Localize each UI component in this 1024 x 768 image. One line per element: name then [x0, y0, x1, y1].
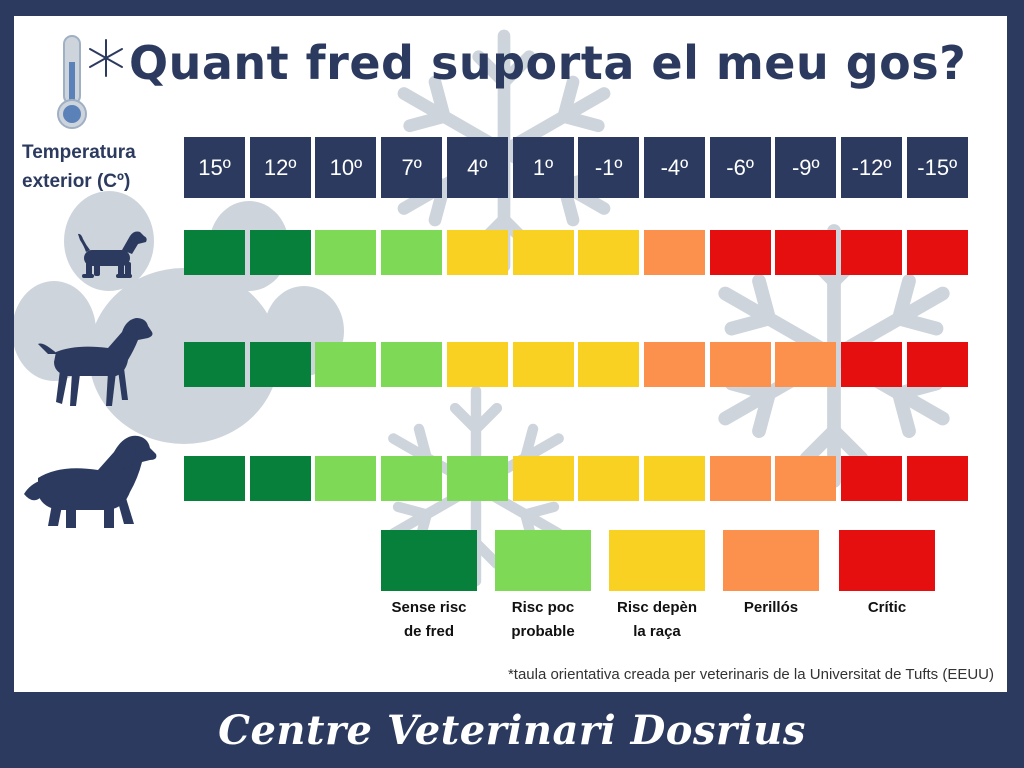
page-title: Quant fred suporta el meu gos? [129, 36, 967, 90]
source-note: *taula orientativa creada per veterinari… [507, 666, 994, 683]
legend-label-line1: Risc poc [511, 599, 575, 616]
legend-swatch-critic [839, 530, 935, 591]
legend-label-line2: probable [511, 623, 575, 640]
temperature-cell: 7º [381, 137, 443, 198]
temperature-cell: -9º [775, 137, 837, 198]
risk-cell-small-dog [315, 230, 377, 275]
temperature-cell: -6º [709, 137, 771, 198]
legend-label-line2: la raça [633, 623, 681, 640]
temperature-label-line2: exterior (Cº) [22, 171, 131, 192]
temperature-cell: 10º [315, 137, 377, 198]
risk-cell-medium-dog [775, 342, 837, 387]
legend-label-perillos: Perillós [711, 596, 831, 620]
legend-swatch-sense_risc [381, 530, 477, 591]
legend-label-line1: Perillós [743, 599, 799, 616]
legend-label-line1: Crític [867, 599, 907, 616]
risk-cell-medium-dog [643, 342, 705, 387]
legend-swatch-perillos [723, 530, 819, 591]
risk-cell-medium-dog [906, 342, 968, 387]
medium-dog-icon [38, 318, 153, 406]
temperature-cell: 1º [512, 137, 574, 198]
risk-cell-large-dog [512, 456, 574, 501]
risk-cell-medium-dog [184, 342, 245, 387]
legend-label-line1: Sense risc [391, 599, 467, 616]
risk-cell-small-dog [643, 230, 705, 275]
thermometer-snow-icon [57, 35, 123, 129]
risk-cell-small-dog [184, 230, 245, 275]
temperature-cell: 12º [249, 137, 311, 198]
legend-label-sense_risc: Sense risc de fred [369, 596, 489, 644]
risk-cell-medium-dog [841, 342, 902, 387]
temperature-cell: -12º [841, 137, 902, 198]
risk-cell-medium-dog [249, 342, 311, 387]
risk-cell-small-dog [578, 230, 640, 275]
temperature-cell: -4º [643, 137, 705, 198]
risk-cell-small-dog [775, 230, 837, 275]
small-dog-icon [78, 231, 147, 278]
risk-cell-large-dog [315, 456, 377, 501]
legend-label-line2: de fred [403, 623, 454, 640]
risk-cell-small-dog [906, 230, 968, 275]
large-dog-icon [24, 435, 157, 528]
temperature-label-line1: Temperatura [22, 142, 136, 163]
temperature-cell: 15º [184, 137, 245, 198]
legend-label-critic: Crític [827, 596, 947, 620]
legend-label-risc_raca: Risc depèn la raça [597, 596, 717, 644]
footer-brand: Centre Veterinari Dosrius [218, 706, 806, 754]
legend-label-line1: Risc depèn [616, 599, 698, 616]
content-panel: Quant fred suporta el meu gos? Temperatu… [14, 16, 1007, 692]
legend-swatch-risc_poc [495, 530, 591, 591]
risk-cell-large-dog [709, 456, 771, 501]
risk-cell-medium-dog [446, 342, 508, 387]
risk-cell-medium-dog [512, 342, 574, 387]
temperature-cell: -1º [578, 137, 640, 198]
risk-cell-large-dog [906, 456, 968, 501]
risk-cell-large-dog [446, 456, 508, 501]
risk-cell-small-dog [841, 230, 902, 275]
risk-cell-large-dog [643, 456, 705, 501]
legend-label-risc_poc: Risc poc probable [483, 596, 603, 644]
risk-cell-small-dog [249, 230, 311, 275]
risk-cell-medium-dog [709, 342, 771, 387]
risk-cell-small-dog [446, 230, 508, 275]
risk-cell-medium-dog [578, 342, 640, 387]
temperature-cell: 4º [446, 137, 508, 198]
temperature-axis-label: Temperatura exterior (Cº) [22, 138, 192, 196]
risk-cell-large-dog [249, 456, 311, 501]
risk-cell-small-dog [709, 230, 771, 275]
risk-cell-large-dog [841, 456, 902, 501]
temperature-cell: -15º [906, 137, 968, 198]
risk-cell-large-dog [578, 456, 640, 501]
risk-cell-medium-dog [315, 342, 377, 387]
legend-swatch-risc_raca [609, 530, 705, 591]
risk-cell-large-dog [775, 456, 837, 501]
risk-cell-large-dog [184, 456, 245, 501]
risk-cell-small-dog [512, 230, 574, 275]
risk-cell-large-dog [381, 456, 443, 501]
risk-cell-medium-dog [381, 342, 443, 387]
risk-cell-small-dog [381, 230, 443, 275]
